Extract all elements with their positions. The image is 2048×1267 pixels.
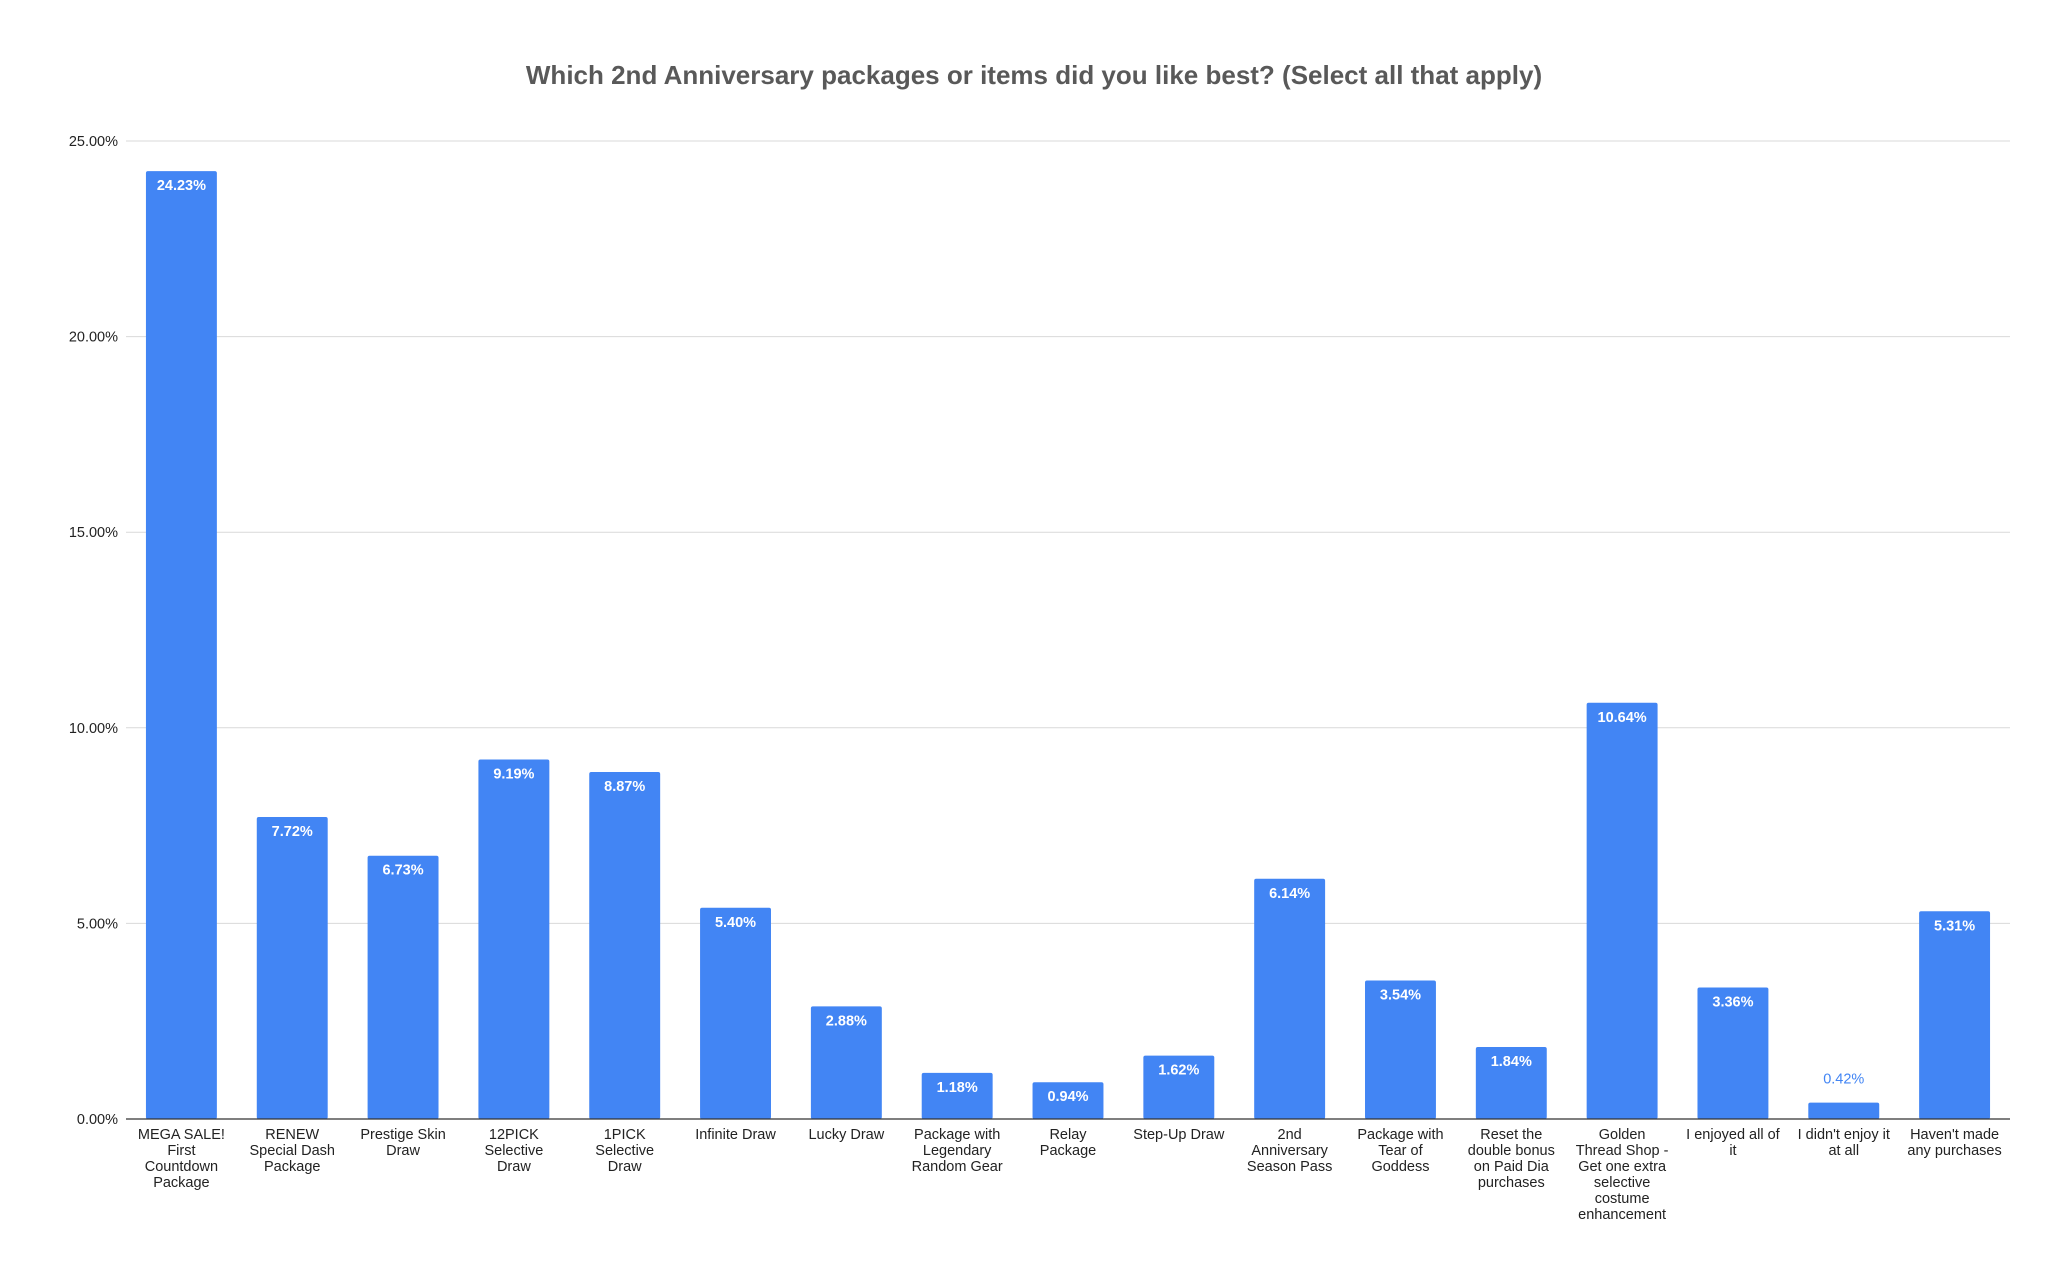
bar [700, 907, 771, 1119]
x-tick-label: Step-Up Draw [1133, 1127, 1225, 1143]
x-tick-label: Golden Thread Shop -Get one extra selectiv… [1576, 1127, 1669, 1223]
bar [1032, 1082, 1104, 1119]
bar [921, 1072, 993, 1119]
x-tick-label: Package with Tear of Goddess [1357, 1127, 1443, 1175]
y-tick-label: 15.00% [69, 525, 118, 541]
x-tick-label: Prestige Skin Draw [360, 1127, 445, 1159]
bar [256, 816, 328, 1119]
bar [1919, 911, 1991, 1119]
x-tick-label: Package with Legendary Random Gear [912, 1127, 1003, 1175]
x-tick-label: Reset the double bonus on Paid Dia purchase… [1468, 1127, 1555, 1191]
data-label: 8.87% [604, 779, 645, 795]
x-tick-label: I enjoyed all of it [1686, 1127, 1780, 1159]
data-label: 0.42% [1823, 1072, 1864, 1088]
x-tick-label: MEGA SALE! First Countdown Package [138, 1127, 225, 1191]
data-labels: 24.23% 7.72% 6.73% 9.19% 8.87% 5.40% 2.88% 1.18… [157, 178, 1975, 1105]
data-label: 5.31% [1934, 918, 1975, 934]
data-label: 0.94% [1047, 1089, 1088, 1105]
data-label: 10.64% [1598, 710, 1647, 726]
x-tick-label: 1PICK Selective Draw [595, 1127, 654, 1175]
data-label: 6.73% [382, 863, 423, 879]
gridlines [126, 140, 2010, 924]
data-label: 7.72% [272, 824, 313, 840]
bar [1586, 702, 1658, 1119]
y-tick-label: 0.00% [77, 1112, 118, 1128]
data-label: 9.19% [493, 766, 534, 782]
x-tick-label: 2nd Anniversary Season Pass [1247, 1127, 1332, 1175]
bar [1143, 1055, 1215, 1119]
bar [810, 1006, 882, 1119]
x-tick-label: Haven't made any purchases [1907, 1127, 2001, 1159]
chart-title: Which 2nd Anniversary packages or items … [526, 60, 1542, 90]
data-label: 5.40% [715, 915, 756, 931]
bar [1254, 878, 1326, 1119]
bar [1808, 1102, 1880, 1119]
bar [589, 772, 661, 1119]
bar [1365, 980, 1436, 1119]
data-label: 3.54% [1380, 988, 1421, 1004]
data-label: 3.36% [1712, 995, 1753, 1011]
bar [145, 171, 217, 1119]
bar [1697, 987, 1769, 1119]
bar [478, 759, 550, 1119]
x-tick-label: Relay Package [1040, 1127, 1096, 1159]
data-label: 6.14% [1269, 886, 1310, 902]
x-axis-labels: MEGA SALE! First Countdown Package RENEW Spec… [138, 1127, 2002, 1223]
bars [145, 171, 1991, 1119]
data-label: 24.23% [157, 178, 206, 194]
bar [367, 855, 439, 1119]
x-tick-label: I didn't enjoy it at all [1798, 1127, 1890, 1159]
data-label: 1.18% [937, 1080, 978, 1096]
y-tick-label: 10.00% [69, 721, 118, 737]
x-tick-label: 12PICK Selective Draw [484, 1127, 543, 1175]
data-label: 1.84% [1491, 1054, 1532, 1070]
y-tick-label: 20.00% [69, 330, 118, 346]
y-tick-label: 5.00% [77, 916, 118, 932]
x-tick-label: Infinite Draw [695, 1127, 776, 1143]
x-tick-label: Lucky Draw [808, 1127, 884, 1143]
x-tick-label: RENEW Special Dash Package [250, 1127, 335, 1175]
y-tick-label: 25.00% [69, 134, 118, 150]
data-label: 1.62% [1158, 1063, 1199, 1079]
data-label: 2.88% [826, 1013, 867, 1029]
y-axis-ticks: 0.00% 5.00% 10.00% 15.00% 20.00% 25.00% [69, 134, 118, 1128]
bar [1475, 1047, 1547, 1119]
